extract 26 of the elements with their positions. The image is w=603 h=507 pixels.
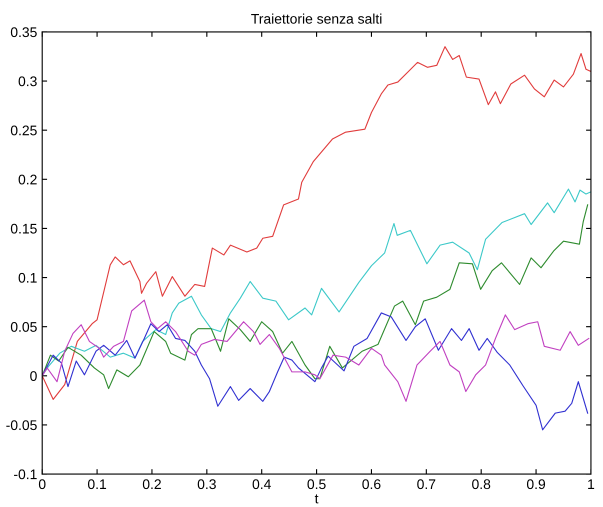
- y-tick-label: 0.1: [18, 272, 37, 283]
- x-tick-label: 0.7: [417, 479, 436, 490]
- x-tick-label: 0.8: [472, 479, 490, 490]
- x-tick-label: 0.4: [252, 479, 271, 490]
- y-tick-label: -0.1: [14, 469, 37, 480]
- x-tick-label: 0.1: [88, 479, 106, 490]
- x-tick-label: 0.6: [362, 479, 380, 490]
- y-tick-label: 0.25: [10, 126, 37, 136]
- chart-title: Traiettorie senza salti: [251, 14, 382, 24]
- line-series: [42, 300, 590, 402]
- x-tick-label: 0: [38, 479, 46, 490]
- y-tick-label: 0.3: [18, 76, 37, 86]
- y-tick-label: 0: [30, 371, 37, 381]
- x-tick-label: 0.3: [198, 479, 216, 490]
- x-tick-label: 0.5: [307, 479, 326, 490]
- y-tick-label: -0.05: [6, 420, 37, 430]
- y-tick-label: 0.2: [18, 174, 37, 184]
- x-tick-label: 0.2: [142, 479, 161, 490]
- y-tick-label: 0.15: [10, 224, 37, 234]
- x-axis-title: t: [314, 494, 318, 504]
- y-tick-label: 0.35: [10, 27, 37, 38]
- x-tick-label: 0.9: [526, 479, 546, 490]
- line-series: [42, 46, 591, 400]
- x-tick-label: 1: [588, 479, 594, 489]
- line-series: [42, 312, 588, 430]
- y-tick-label: 0.05: [10, 322, 37, 332]
